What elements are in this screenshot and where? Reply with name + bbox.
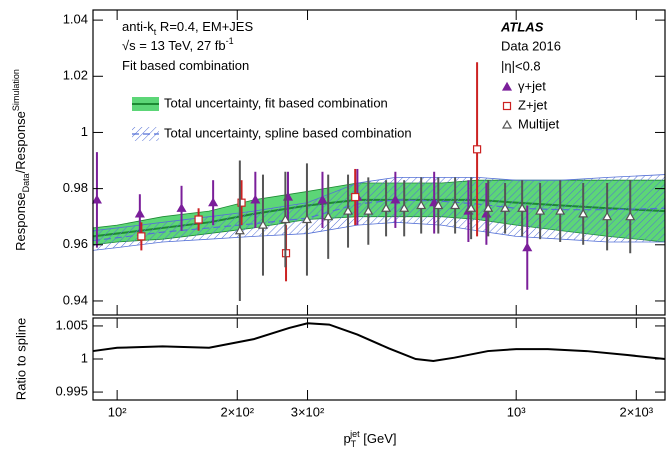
x-tick-label: 2×10³ (620, 404, 654, 419)
marker (234, 225, 245, 235)
marker (343, 205, 354, 215)
label: ResponseData/ResponseSimulation (11, 69, 31, 251)
x-tick-label: 10³ (507, 404, 526, 419)
marker (323, 211, 334, 221)
marker (625, 211, 636, 221)
marker (257, 219, 269, 229)
label-part: [GeV] (360, 431, 397, 446)
marker (137, 232, 146, 241)
y-tick-label: 0.96 (63, 236, 88, 251)
marker (535, 205, 546, 215)
ratio-line (92, 322, 666, 362)
marker (433, 200, 444, 210)
marker (399, 203, 410, 212)
experiment: ATLAS (500, 19, 544, 34)
y-tick-label: 1 (81, 350, 88, 365)
marker (472, 145, 482, 154)
band-edge (92, 221, 665, 251)
plot-frame (92, 9, 666, 316)
label: pTjet [GeV] (343, 429, 396, 449)
marker (176, 203, 187, 212)
marker (194, 215, 203, 224)
y-tick-label: 1.02 (63, 68, 88, 83)
label-part: Data (21, 173, 31, 192)
marker (522, 242, 533, 252)
marker (500, 203, 511, 212)
marker (602, 211, 613, 221)
band-edge (92, 174, 666, 232)
label-part: R=0.4, EM+JES (156, 19, 253, 34)
label-part: T (351, 439, 357, 449)
label-part: /Response (13, 111, 28, 173)
marker (317, 194, 328, 204)
label: √s = 13 TeV, 27 fb-1 (122, 36, 234, 53)
label: anti-kt R=0.4, EM+JES (122, 19, 253, 37)
marker (363, 205, 374, 215)
marker (517, 203, 528, 212)
marker (555, 205, 566, 215)
legend-label: Z+jet (518, 97, 548, 112)
legend-marker (501, 81, 513, 91)
marker (390, 194, 401, 204)
marker (237, 198, 246, 207)
label-part: Simulation (11, 69, 21, 111)
x-tick-label: 10² (108, 404, 127, 419)
dataset: Data 2016 (501, 38, 561, 53)
x-tick-label: 3×10² (291, 404, 325, 419)
y-tick-label: 0.94 (63, 292, 88, 307)
x-tick-label: 2×10² (220, 404, 254, 419)
label-part: p (343, 431, 350, 446)
marker (466, 203, 477, 212)
y-axis-label: Ratio to spline (13, 318, 28, 400)
label-part: t (154, 27, 157, 37)
marker (381, 203, 392, 212)
uncertainty-band (93, 174, 665, 251)
label-part: √s = 13 TeV, 27 fb (122, 38, 226, 53)
marker (483, 203, 494, 212)
marker (208, 197, 219, 207)
marker (450, 200, 461, 210)
marker (280, 214, 291, 224)
legend-marker (501, 119, 513, 129)
y-tick-label: 1.04 (63, 12, 88, 27)
y-tick-label: 1 (81, 124, 88, 139)
label-part: -1 (226, 36, 234, 46)
label-part: Response (13, 192, 28, 251)
legend-label: γ+jet (518, 78, 546, 93)
plot-frame (92, 317, 666, 401)
marker (429, 197, 440, 207)
marker (301, 214, 312, 224)
marker (134, 208, 145, 218)
label: Fit based combination (122, 58, 249, 73)
band-center (92, 199, 666, 242)
label-part: anti-k (122, 19, 154, 34)
y-tick-label: 0.995 (55, 384, 88, 399)
marker (91, 194, 102, 204)
marker (250, 194, 261, 204)
marker (351, 192, 360, 202)
y-tick-label: 0.98 (63, 180, 88, 195)
marker (416, 200, 427, 210)
legend-label: Total uncertainty, fit based combination (164, 95, 388, 110)
legend-label: Multijet (518, 116, 560, 131)
legend-label: Total uncertainty, spline based combinat… (164, 125, 412, 140)
label-part: jet (349, 429, 360, 439)
legend-marker (502, 101, 512, 111)
label-part: Fit based combination (122, 58, 249, 73)
marker (578, 208, 589, 218)
selection: |η|<0.8 (501, 58, 541, 73)
y-tick-label: 1.005 (55, 317, 88, 332)
